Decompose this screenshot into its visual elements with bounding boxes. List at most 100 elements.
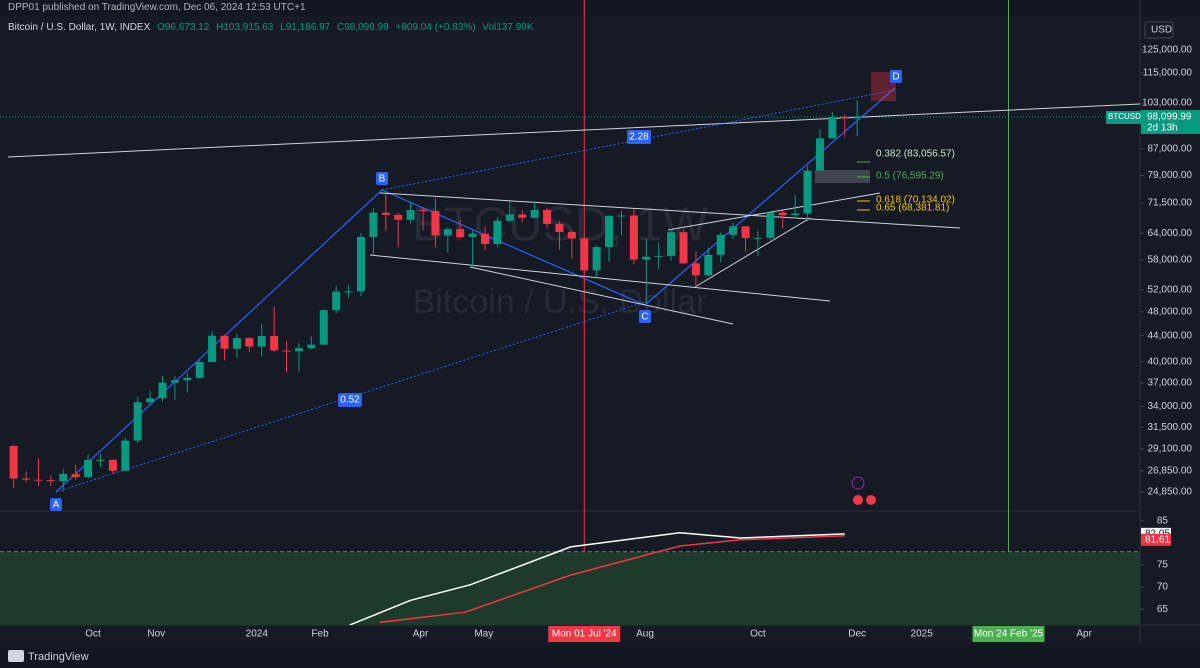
candle-body <box>493 220 502 245</box>
indicator-pane <box>0 531 1140 625</box>
candle-body <box>220 335 229 349</box>
currency[interactable]: USD <box>1151 25 1172 36</box>
point-badge <box>50 498 62 511</box>
x-tick-label: Apr <box>1076 629 1092 640</box>
y-tick-label: 26,850.00 <box>1148 465 1193 476</box>
candle-body <box>828 116 837 139</box>
candle-body <box>778 212 787 216</box>
fib-zone <box>815 170 870 183</box>
x-tick-label: Oct <box>85 629 101 640</box>
wedge-line <box>694 217 811 288</box>
y-tick-label: 70 <box>1157 582 1169 593</box>
y-tick-label: 71,500.00 <box>1148 197 1193 208</box>
point-label: B <box>379 174 386 185</box>
candle-body <box>629 215 638 260</box>
candle-body <box>704 254 713 276</box>
ohlc: H103,915.63 <box>216 22 274 33</box>
candle-body <box>170 380 179 383</box>
point-label: D <box>892 72 899 83</box>
y-tick-label: 24,850.00 <box>1148 487 1193 498</box>
point-badge <box>639 310 651 323</box>
x-tick-label: Dec <box>848 629 866 640</box>
channel-line <box>379 192 961 229</box>
y-tick-label: 65 <box>1157 604 1169 615</box>
candle-body <box>406 209 415 220</box>
point-badge <box>376 172 388 185</box>
candle-body <box>394 214 403 220</box>
candle-body <box>232 338 241 349</box>
candle-body <box>729 226 738 235</box>
ohlc: C98,099.99 <box>337 22 389 33</box>
price-label: 98,099.99 <box>1147 112 1192 123</box>
candle-body <box>691 263 700 276</box>
currency-button[interactable] <box>1144 21 1174 39</box>
x-tick-label: Apr <box>413 629 429 640</box>
last-value-badge <box>1141 533 1171 546</box>
candle-body <box>59 473 68 482</box>
y-tick-label: 85 <box>1157 515 1169 526</box>
event-icon[interactable] <box>851 476 865 490</box>
candle-body <box>468 233 477 237</box>
ratio-label: 0.52 <box>340 395 360 406</box>
y-tick-label: 29,100.00 <box>1148 443 1193 454</box>
candle-body <box>245 338 254 347</box>
x-tick-badge <box>548 626 621 642</box>
point-label: A <box>53 500 60 511</box>
x-tick-label: Feb <box>311 629 329 640</box>
candle-body <box>679 232 688 264</box>
channel-line <box>469 266 734 325</box>
candle-body <box>605 215 614 248</box>
y-tick-label: 37,000.00 <box>1148 378 1193 389</box>
symbol-label: BTCUSD <box>1108 112 1141 121</box>
candle-body <box>617 215 626 217</box>
candle-body <box>431 211 440 236</box>
candle-body <box>46 480 55 482</box>
y-tick-label: 64,000.00 <box>1148 228 1193 239</box>
candle-body <box>84 459 93 478</box>
candle-body <box>741 226 750 239</box>
candle-body <box>108 459 117 471</box>
event-icon[interactable] <box>853 495 863 505</box>
candle-body <box>183 377 192 381</box>
candle-body <box>530 209 539 218</box>
x-tick-label: May <box>474 629 493 640</box>
y-tick-label: 115,000.00 <box>1143 67 1193 78</box>
ohlc: O96,673.12 <box>157 22 210 33</box>
candle-body <box>133 402 142 441</box>
point-labels: A B C D 2.28 0.52 <box>50 70 902 511</box>
candle-body <box>282 350 291 352</box>
x-tick-label: 2025 <box>911 629 934 640</box>
candle-body <box>803 170 812 214</box>
x-tick-badge <box>972 626 1045 642</box>
candle-body <box>840 116 849 119</box>
candle-body <box>369 212 378 237</box>
y-tick-label: 87,000.00 <box>1148 144 1193 155</box>
candle-body <box>146 398 155 403</box>
candle-body <box>319 310 328 345</box>
candle-body <box>580 238 589 271</box>
published-note: DPP01 published on TradingView.com, Dec … <box>8 2 306 13</box>
candle-body <box>332 291 341 311</box>
y-tick-label: 79,000.00 <box>1148 170 1193 181</box>
candle-body <box>9 446 18 479</box>
candle-body <box>22 478 31 480</box>
ohlc: L91,186.97 <box>280 22 331 33</box>
ratio-label: 2.28 <box>629 132 649 143</box>
candle-body <box>71 473 80 478</box>
y-tick-label: 125,000.00 <box>1142 45 1192 56</box>
candle-body <box>456 229 465 237</box>
logo <box>8 650 24 662</box>
candle-body <box>555 223 564 233</box>
candle-body <box>443 229 452 236</box>
event-icon[interactable] <box>866 495 876 505</box>
x-tick-label: Nov <box>147 629 165 640</box>
candle-body <box>642 256 651 260</box>
y-tick-label: 34,000.00 <box>1148 401 1193 412</box>
y-tick-label: 52,000.00 <box>1148 285 1193 296</box>
candle-body <box>96 459 105 461</box>
candle-body <box>753 237 762 239</box>
symbol-name: Bitcoin / U.S. Dollar, 1W, INDEX <box>8 22 151 33</box>
abcd-pattern <box>55 87 896 493</box>
candle-body <box>791 213 800 216</box>
